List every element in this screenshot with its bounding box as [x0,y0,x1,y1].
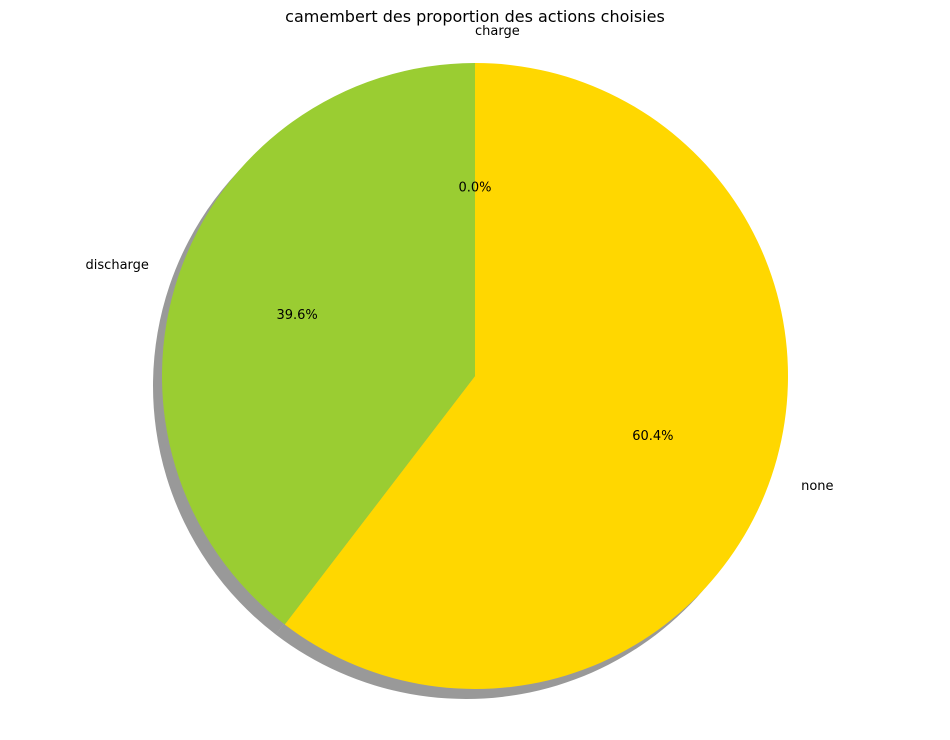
pie-slice-discharge [162,63,476,625]
chart-title: camembert des proportion des actions cho… [285,7,665,26]
slice-label-discharge: discharge [86,258,149,273]
slice-label-none: none [801,479,833,494]
slice-label-charge: charge [475,24,520,39]
slice-percent-charge: 0.0% [458,181,491,196]
slice-percent-discharge: 39.6% [276,308,317,323]
pie-slice-none [284,63,788,690]
slice-percent-none: 60.4% [632,429,673,444]
